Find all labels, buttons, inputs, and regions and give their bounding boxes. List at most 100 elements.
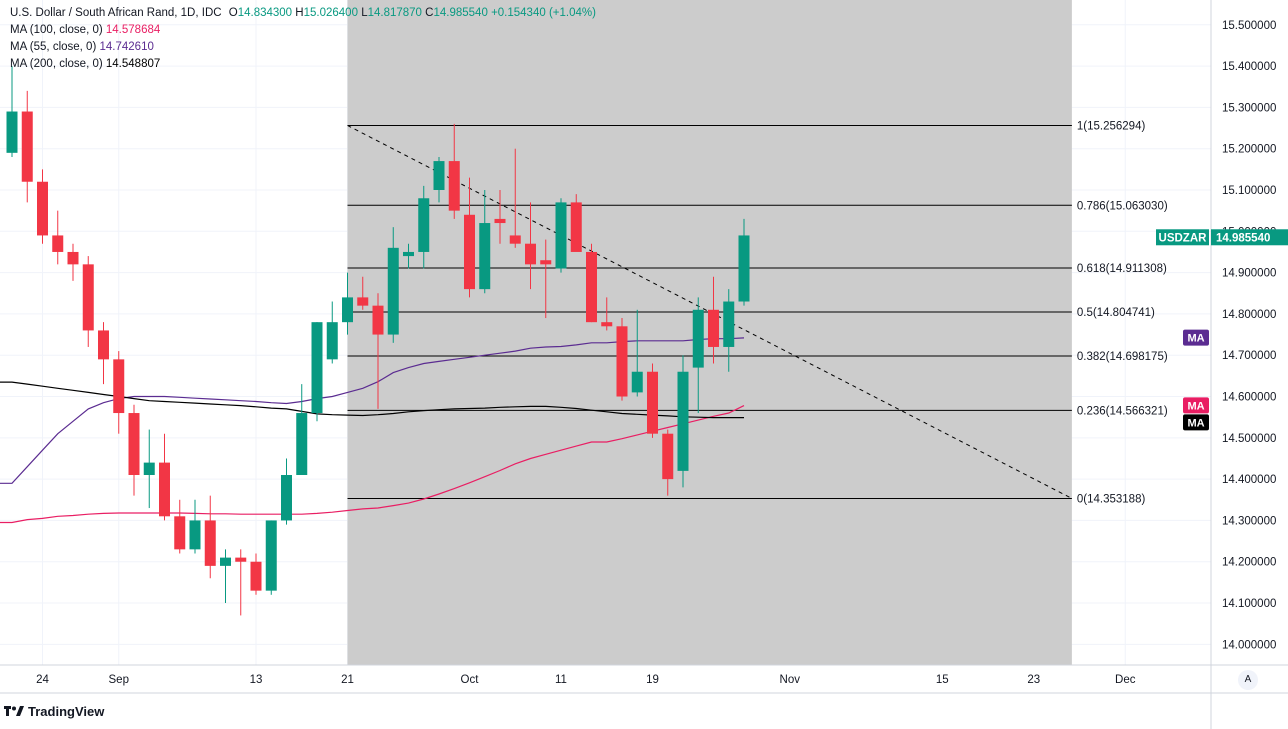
candle[interactable]: [708, 276, 719, 364]
auto-scale-button[interactable]: A: [1238, 670, 1258, 690]
price-tick-label: 14.100000: [1222, 598, 1276, 610]
candles[interactable]: [6, 66, 750, 616]
candle[interactable]: [6, 66, 18, 157]
candle-body: [250, 561, 262, 591]
candle[interactable]: [143, 429, 155, 509]
candle[interactable]: [692, 297, 704, 414]
candle[interactable]: [113, 351, 125, 434]
candle[interactable]: [387, 227, 399, 343]
price-tick-label: 14.600000: [1222, 392, 1276, 404]
price-tick-label: 15.100000: [1222, 185, 1276, 197]
candle[interactable]: [128, 404, 140, 496]
candle[interactable]: [372, 293, 384, 409]
indicator-label[interactable]: MA (100, close, 0): [10, 24, 103, 36]
candle-body: [281, 475, 292, 521]
candle-body: [174, 516, 186, 550]
time-tick-label: Oct: [461, 674, 480, 686]
candle-body: [723, 301, 735, 347]
candle[interactable]: [174, 499, 186, 554]
time-tick-label: 24: [36, 674, 49, 686]
candle-body: [357, 297, 369, 306]
fib-level-label: 0.618(14.911308): [1077, 263, 1167, 275]
indicator-label[interactable]: MA (200, close, 0): [10, 58, 103, 70]
time-tick-label: 19: [646, 674, 659, 686]
candle[interactable]: [448, 123, 460, 219]
indicator-label[interactable]: MA (55, close, 0): [10, 41, 97, 53]
indicator-row-ma200[interactable]: MA (200, close, 0) 14.548807: [10, 56, 596, 73]
fib-level-label: 0.382(14.698175): [1077, 351, 1168, 363]
candle[interactable]: [647, 363, 658, 438]
candle[interactable]: [296, 384, 308, 475]
candle[interactable]: [159, 433, 170, 521]
symbol-row[interactable]: U.S. Dollar / South African Rand, 1D, ID…: [10, 5, 596, 22]
ohlc-open-value: 14.834300: [237, 7, 293, 19]
candle[interactable]: [220, 549, 231, 604]
candle[interactable]: [311, 322, 323, 422]
candle-body: [479, 223, 491, 290]
candle[interactable]: [418, 185, 430, 269]
candle[interactable]: [235, 549, 247, 616]
candle[interactable]: [662, 429, 674, 496]
candle[interactable]: [738, 218, 750, 306]
candle[interactable]: [723, 289, 735, 372]
indicator-row-ma55[interactable]: MA (55, close, 0) 14.742610: [10, 39, 596, 56]
candle[interactable]: [189, 499, 201, 554]
candle-body: [509, 235, 521, 244]
price-tick-label: 15.200000: [1222, 144, 1276, 156]
candle[interactable]: [357, 276, 369, 310]
ohlc-high-label: H: [295, 7, 304, 19]
candle[interactable]: [631, 309, 643, 397]
candle[interactable]: [509, 148, 521, 248]
tradingview-branding[interactable]: TradingView: [4, 704, 104, 719]
candle[interactable]: [677, 355, 689, 488]
candle[interactable]: [464, 177, 475, 298]
price-tick-label: 15.500000: [1222, 20, 1276, 32]
candle[interactable]: [403, 243, 414, 269]
tradingview-logo-icon: [4, 705, 24, 718]
candle-body: [204, 520, 216, 566]
candle-body: [52, 235, 64, 252]
candle[interactable]: [433, 156, 445, 203]
candle[interactable]: [82, 256, 94, 347]
ohlc-close-value: 14.985540: [433, 7, 488, 19]
indicator-row-ma100[interactable]: MA (100, close, 0) 14.578684: [10, 22, 596, 39]
candle-body: [143, 462, 155, 475]
candle[interactable]: [326, 301, 338, 364]
candle[interactable]: [265, 520, 277, 595]
candle[interactable]: [601, 297, 613, 331]
candle-body: [494, 218, 506, 224]
candle-body: [708, 309, 719, 347]
candle[interactable]: [494, 190, 506, 244]
candle[interactable]: [586, 243, 597, 323]
candle-body: [433, 161, 445, 190]
candle[interactable]: [281, 458, 292, 525]
candle[interactable]: [52, 210, 64, 265]
indicator-value: 14.578684: [105, 24, 161, 36]
last-price-badge: USDZAR 14.985540: [1156, 229, 1288, 246]
candle-body: [189, 520, 201, 550]
candle[interactable]: [479, 190, 491, 294]
ohlc-change: +0.154340 (+1.04%): [491, 7, 596, 19]
candle[interactable]: [342, 272, 353, 335]
candle-body: [6, 111, 18, 153]
candle[interactable]: [67, 243, 79, 281]
candle-body: [220, 557, 231, 566]
ma-badge-bg: [1183, 414, 1209, 431]
candle[interactable]: [37, 169, 48, 244]
fibonacci-retracement[interactable]: 1(15.256294) 0.786(15.063030) 0.618(14.911…: [347, 0, 1168, 665]
candle[interactable]: [525, 202, 536, 290]
ma-badge: MA: [1183, 397, 1209, 414]
candle-body: [540, 260, 552, 265]
candle[interactable]: [555, 198, 567, 273]
candle[interactable]: [98, 322, 109, 385]
price-badge-bg: [1211, 229, 1288, 246]
candle[interactable]: [570, 194, 582, 252]
symbol-title[interactable]: U.S. Dollar / South African Rand, 1D, ID…: [10, 7, 222, 19]
candle[interactable]: [204, 495, 216, 579]
candle[interactable]: [616, 318, 628, 401]
fib-level-label: 1(15.256294): [1077, 120, 1146, 132]
candle[interactable]: [21, 90, 33, 203]
candle[interactable]: [250, 553, 262, 595]
candle[interactable]: [540, 239, 552, 319]
